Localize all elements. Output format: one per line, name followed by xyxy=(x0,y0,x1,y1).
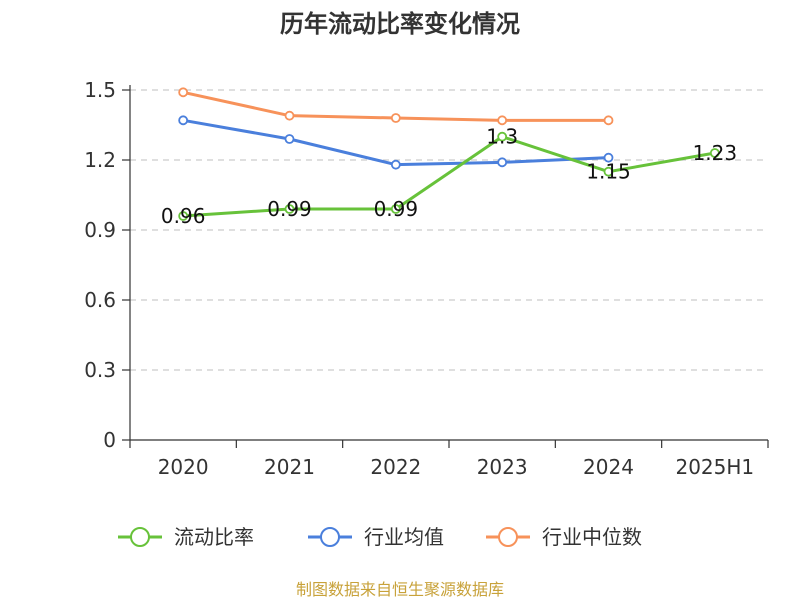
legend-item: 行业中位数 xyxy=(486,525,642,549)
legend-label: 行业中位数 xyxy=(542,525,642,549)
data-point xyxy=(497,157,508,168)
data-point xyxy=(709,148,720,158)
y-tick-label: 0.9 xyxy=(84,218,116,242)
series-layer xyxy=(178,87,720,221)
y-tick-label: 1.5 xyxy=(84,78,116,102)
x-tick-label: 2022 xyxy=(370,455,421,479)
series-line xyxy=(183,135,716,218)
legend-label: 流动比率 xyxy=(174,525,254,549)
data-label: 0.99 xyxy=(374,197,419,221)
y-tick-label: 0.6 xyxy=(84,288,116,312)
data-point xyxy=(497,131,508,142)
data-point xyxy=(390,113,401,123)
axes: 0 0.3 0.6 0.9 1.2 1.5 2020 2021 2022 2023 2024 2025… xyxy=(84,78,769,479)
legend-marker xyxy=(320,527,340,547)
y-tick-label: 0.3 xyxy=(84,358,116,382)
x-tick-label: 2020 xyxy=(158,455,209,479)
data-point xyxy=(284,204,295,214)
series-line xyxy=(182,118,609,167)
x-tick-label: 2025H1 xyxy=(675,455,754,479)
data-point xyxy=(390,159,401,170)
data-point xyxy=(497,115,508,126)
x-tick-label: 2021 xyxy=(264,455,315,479)
chart-title: 历年流动比率变化情况 xyxy=(280,10,520,38)
data-point xyxy=(390,204,401,214)
legend-item: 流动比率 xyxy=(118,525,254,549)
data-label: 1.3 xyxy=(486,125,518,149)
data-label: 0.96 xyxy=(161,204,206,228)
data-point xyxy=(603,115,614,126)
data-point xyxy=(284,134,295,144)
y-tick-label: 1.2 xyxy=(84,148,116,172)
data-label: 1.15 xyxy=(586,160,631,184)
gridlines xyxy=(130,89,768,371)
data-point xyxy=(284,110,295,121)
y-tick-label: 0 xyxy=(103,428,116,452)
data-label: 1.23 xyxy=(693,141,738,165)
legend: 流动比率 行业均值 行业中位数 xyxy=(118,525,642,549)
data-label: 0.99 xyxy=(267,197,312,221)
legend-marker xyxy=(130,527,150,547)
legend-label: 行业均值 xyxy=(364,525,444,549)
data-point xyxy=(178,115,189,126)
legend-item: 行业均值 xyxy=(308,525,444,549)
data-point xyxy=(603,152,614,163)
data-point xyxy=(603,166,614,177)
source-note: 制图数据来自恒生聚源数据库 xyxy=(296,580,504,599)
data-point xyxy=(178,87,189,98)
data-point xyxy=(178,211,189,221)
data-labels: 0.96 0.99 0.99 1.3 1.15 1.23 xyxy=(161,125,737,228)
legend-marker xyxy=(498,527,518,547)
x-tick-label: 2023 xyxy=(477,455,528,479)
x-tick-label: 2024 xyxy=(583,455,634,479)
